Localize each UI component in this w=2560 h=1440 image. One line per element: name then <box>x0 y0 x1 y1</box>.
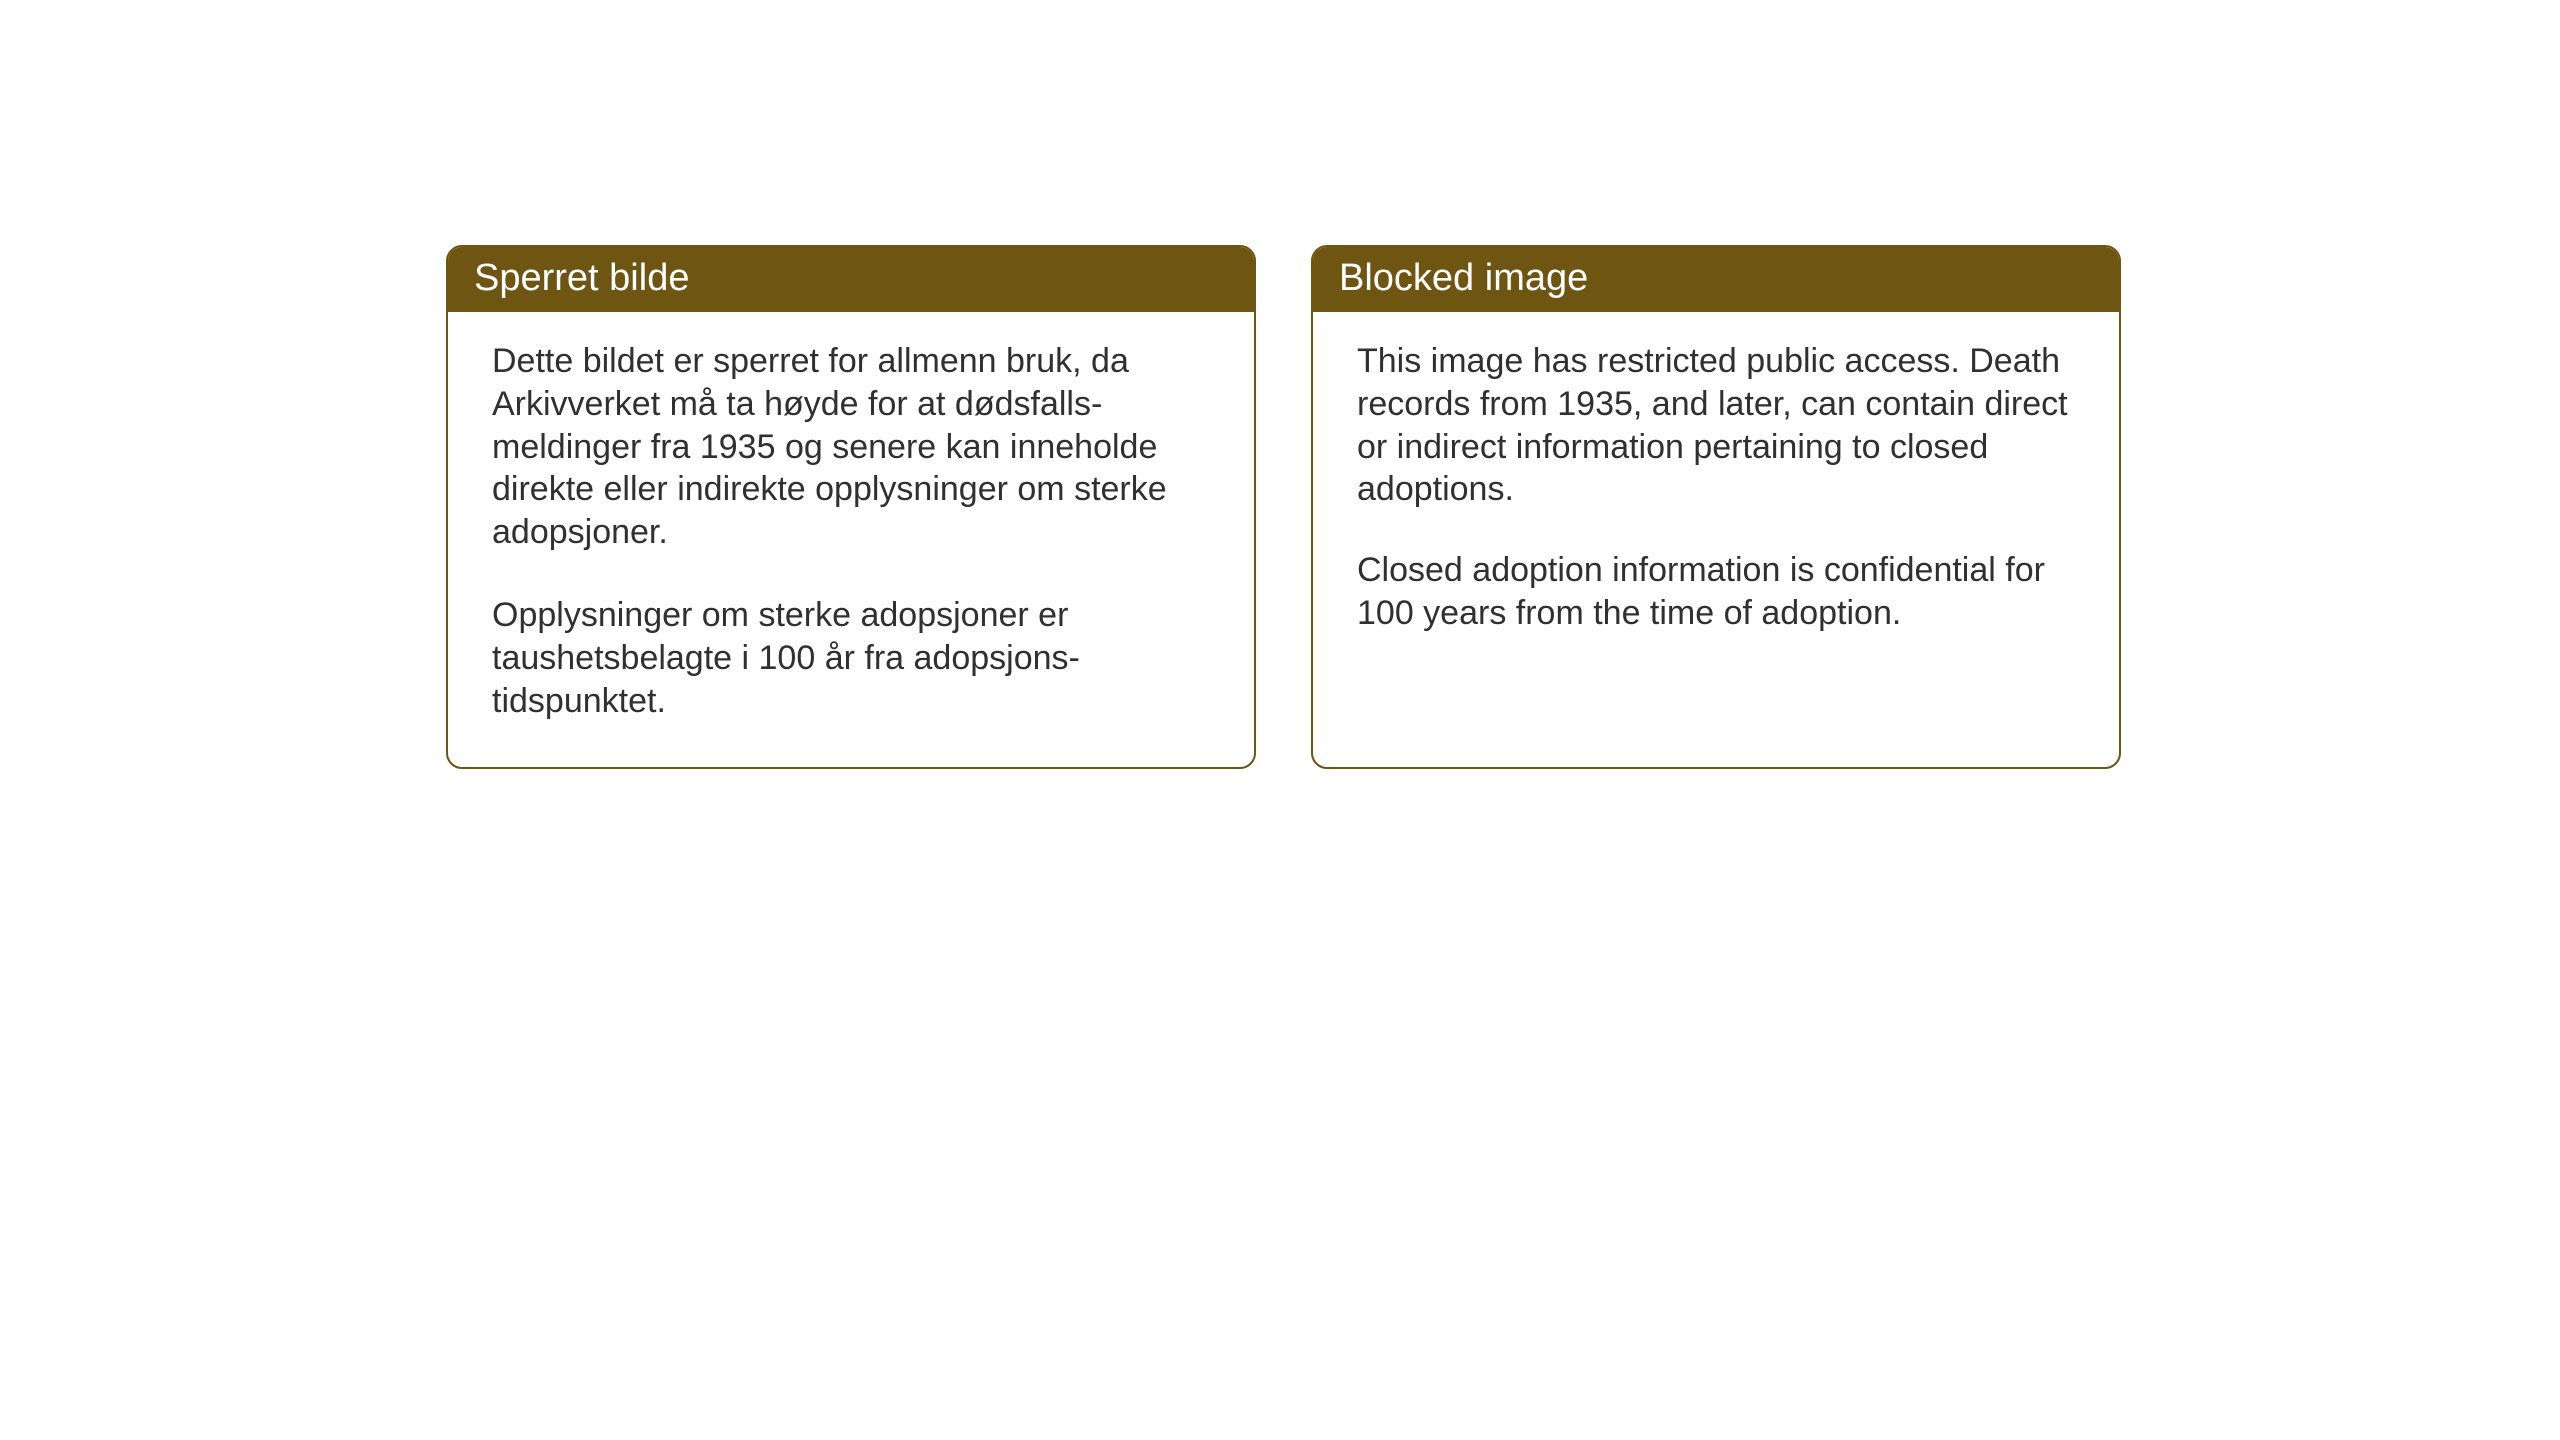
notice-card-norwegian: Sperret bilde Dette bildet er sperret fo… <box>446 245 1256 769</box>
notice-card-english: Blocked image This image has restricted … <box>1311 245 2121 769</box>
notice-body-norwegian: Dette bildet er sperret for allmenn bruk… <box>448 312 1254 767</box>
notice-container: Sperret bilde Dette bildet er sperret fo… <box>446 245 2121 769</box>
notice-paragraph-2-norwegian: Opplysninger om sterke adopsjoner er tau… <box>492 594 1210 722</box>
notice-paragraph-1-norwegian: Dette bildet er sperret for allmenn bruk… <box>492 340 1210 554</box>
notice-paragraph-1-english: This image has restricted public access.… <box>1357 340 2075 511</box>
notice-paragraph-2-english: Closed adoption information is confident… <box>1357 549 2075 635</box>
notice-body-english: This image has restricted public access.… <box>1313 312 2119 679</box>
notice-title-norwegian: Sperret bilde <box>448 247 1254 312</box>
notice-title-english: Blocked image <box>1313 247 2119 312</box>
